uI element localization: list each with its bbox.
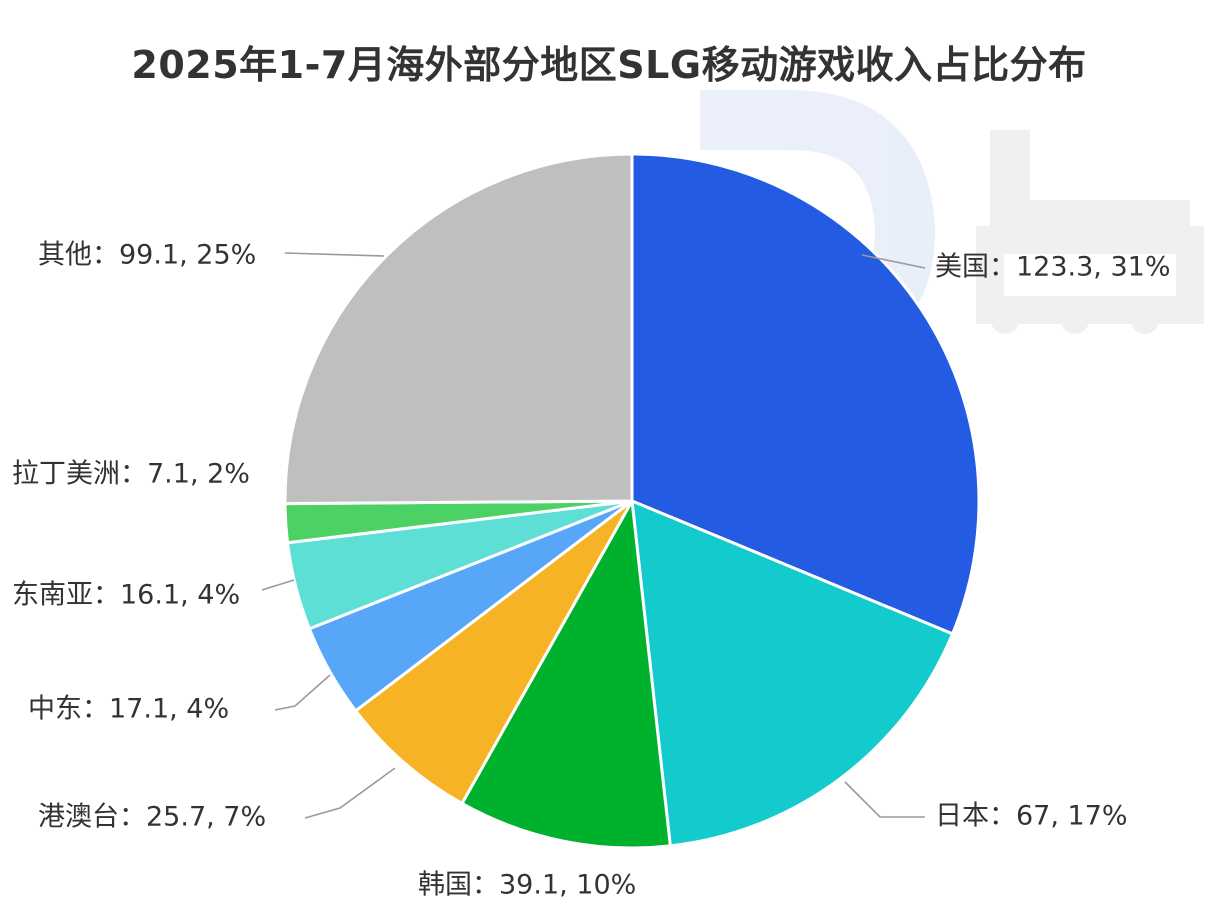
slice-labels: 美国：123.3, 31% 日本：67, 17% 韩国：39.1, 10% 港澳台：2…: [12, 240, 1170, 901]
leader-line-1: [844, 781, 925, 818]
slice-label-7: 其他：99.1, 25%: [38, 240, 256, 271]
slice-label-4: 中东：17.1, 4%: [28, 694, 229, 725]
leader-line-7: [284, 252, 385, 257]
pie-slice-1: [630, 499, 955, 848]
slice-label-2: 韩国：39.1, 10%: [418, 870, 636, 901]
pie-slice-3: [354, 499, 634, 805]
slice-label-5: 东南亚：16.1, 4%: [12, 580, 240, 611]
leader-line-0: [861, 254, 926, 269]
leader-line-3: [304, 767, 396, 819]
slice-label-1: 日本：67, 17%: [935, 801, 1128, 832]
pie-slice-0: [630, 152, 981, 636]
slice-label-3: 港澳台：25.7, 7%: [38, 802, 266, 833]
leader-lines: [261, 252, 926, 819]
leader-line-4: [274, 674, 331, 711]
chart-title: 2025年1-7月海外部分地区SLG移动游戏收入占比分布: [131, 43, 1087, 87]
pie-slice-2: [460, 499, 672, 850]
leader-line-5: [261, 579, 295, 591]
pie-slices: [283, 152, 981, 850]
slice-label-6: 拉丁美洲：7.1, 2%: [12, 459, 250, 490]
slice-label-0: 美国：123.3, 31%: [935, 252, 1170, 283]
pie-slice-7: [283, 152, 634, 506]
